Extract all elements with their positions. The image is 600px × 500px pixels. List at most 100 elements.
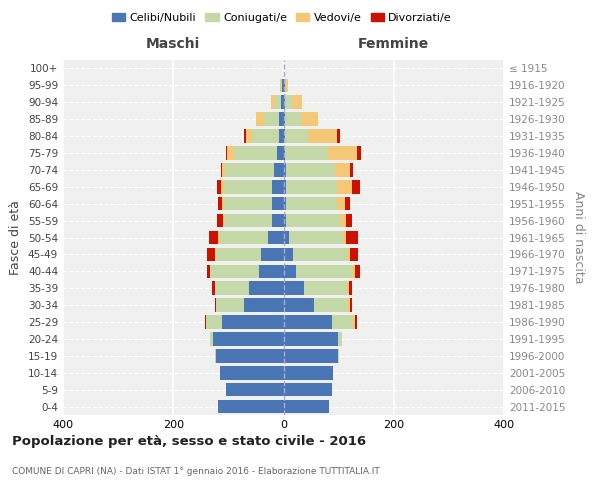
Bar — [277, 146, 284, 160]
Bar — [226, 146, 227, 160]
Bar — [215, 349, 216, 362]
Bar — [279, 130, 284, 143]
Bar — [262, 248, 284, 261]
Bar — [328, 146, 357, 160]
Bar — [220, 230, 268, 244]
Bar — [289, 230, 343, 244]
Bar — [208, 264, 210, 278]
Bar — [279, 112, 284, 126]
Bar — [344, 197, 350, 210]
Bar — [286, 197, 337, 210]
Bar — [353, 316, 355, 329]
Bar — [284, 130, 285, 143]
Bar — [301, 112, 318, 126]
Bar — [209, 230, 218, 244]
Bar — [314, 298, 348, 312]
Bar — [208, 248, 215, 261]
Bar — [284, 400, 329, 413]
Bar — [335, 163, 350, 176]
Bar — [346, 230, 358, 244]
Bar — [221, 163, 223, 176]
Bar — [217, 214, 223, 228]
Bar — [284, 197, 286, 210]
Bar — [293, 248, 347, 261]
Bar — [259, 264, 284, 278]
Bar — [227, 146, 234, 160]
Y-axis label: Anni di nascita: Anni di nascita — [572, 191, 585, 284]
Bar — [343, 230, 346, 244]
Bar — [215, 282, 250, 295]
Text: Maschi: Maschi — [146, 36, 200, 51]
Bar — [284, 230, 289, 244]
Bar — [226, 383, 284, 396]
Y-axis label: Fasce di età: Fasce di età — [10, 200, 22, 275]
Bar — [347, 248, 350, 261]
Bar — [285, 130, 308, 143]
Bar — [210, 332, 213, 345]
Bar — [304, 282, 347, 295]
Bar — [217, 180, 221, 194]
Bar — [244, 130, 246, 143]
Text: Popolazione per età, sesso e stato civile - 2016: Popolazione per età, sesso e stato civil… — [12, 435, 366, 448]
Bar — [350, 163, 353, 176]
Bar — [218, 197, 223, 210]
Text: Femmine: Femmine — [358, 36, 430, 51]
Bar — [224, 180, 272, 194]
Bar — [275, 96, 281, 109]
Bar — [215, 248, 216, 261]
Legend: Celibi/Nubili, Coniugati/e, Vedovi/e, Divorziati/e: Celibi/Nubili, Coniugati/e, Vedovi/e, Di… — [107, 8, 457, 27]
Bar — [223, 197, 224, 210]
Bar — [346, 214, 352, 228]
Bar — [284, 316, 332, 329]
Bar — [210, 264, 259, 278]
Bar — [285, 96, 292, 109]
Bar — [284, 180, 286, 194]
Bar — [337, 180, 352, 194]
Bar — [206, 316, 222, 329]
Bar — [352, 264, 355, 278]
Bar — [234, 146, 277, 160]
Text: COMUNE DI CAPRI (NA) - Dati ISTAT 1° gennaio 2016 - Elaborazione TUTTITALIA.IT: COMUNE DI CAPRI (NA) - Dati ISTAT 1° gen… — [12, 468, 380, 476]
Bar — [216, 298, 244, 312]
Bar — [272, 214, 284, 228]
Bar — [218, 400, 284, 413]
Bar — [285, 146, 328, 160]
Bar — [281, 96, 284, 109]
Bar — [205, 316, 206, 329]
Bar — [215, 298, 216, 312]
Bar — [284, 282, 304, 295]
Bar — [284, 264, 296, 278]
Bar — [286, 214, 340, 228]
Bar — [223, 163, 225, 176]
Bar — [357, 146, 361, 160]
Bar — [284, 248, 293, 261]
Bar — [284, 349, 338, 362]
Bar — [285, 112, 301, 126]
Bar — [337, 197, 344, 210]
Bar — [250, 282, 284, 295]
Bar — [271, 96, 275, 109]
Bar — [286, 180, 337, 194]
Bar — [284, 78, 286, 92]
Bar — [340, 214, 346, 228]
Bar — [221, 180, 224, 194]
Bar — [218, 230, 220, 244]
Bar — [223, 214, 224, 228]
Bar — [280, 78, 281, 92]
Bar — [284, 298, 314, 312]
Bar — [268, 230, 284, 244]
Bar — [284, 383, 332, 396]
Bar — [213, 332, 284, 345]
Bar — [263, 112, 279, 126]
Bar — [225, 163, 274, 176]
Bar — [216, 248, 262, 261]
Bar — [284, 332, 338, 345]
Bar — [349, 282, 352, 295]
Bar — [283, 78, 284, 92]
Bar — [350, 248, 358, 261]
Bar — [284, 112, 285, 126]
Bar — [244, 298, 284, 312]
Bar — [224, 214, 272, 228]
Bar — [292, 96, 302, 109]
Bar — [220, 366, 284, 380]
